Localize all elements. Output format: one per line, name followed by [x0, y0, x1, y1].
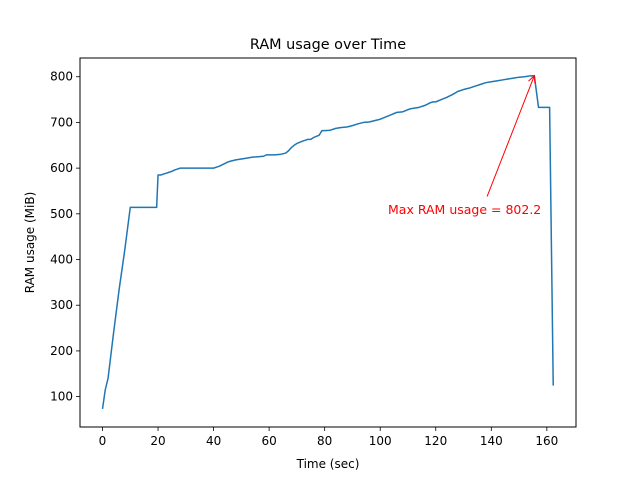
x-tick-label: 40	[206, 434, 221, 448]
y-axis-label: RAM usage (MiB)	[23, 192, 37, 294]
x-tick-label: 160	[535, 434, 558, 448]
x-tick-label: 120	[424, 434, 447, 448]
y-tick-label: 400	[50, 253, 73, 267]
x-axis-label: Time (sec)	[296, 457, 360, 471]
x-tick-label: 20	[150, 434, 165, 448]
plot-frame	[79, 57, 577, 428]
y-tick-label: 600	[50, 161, 73, 175]
y-tick-label: 500	[50, 207, 73, 221]
x-tick-label: 100	[369, 434, 392, 448]
x-tick-label: 140	[480, 434, 503, 448]
y-tick-label: 800	[50, 70, 73, 84]
chart-title: RAM usage over Time	[250, 37, 406, 53]
x-tick-label: 60	[261, 434, 276, 448]
annotation-arrowhead	[528, 74, 536, 84]
annotation-arrow	[486, 75, 535, 197]
annotation-label: Max RAM usage = 802.2	[388, 202, 541, 217]
x-tick-label: 0	[99, 434, 107, 448]
y-tick-label: 700	[50, 115, 73, 129]
x-tick-label: 80	[317, 434, 332, 448]
series-line-0	[101, 74, 554, 410]
y-tick-label: 100	[50, 390, 73, 404]
y-tick-label: 200	[50, 344, 73, 358]
y-tick-label: 300	[50, 298, 73, 312]
